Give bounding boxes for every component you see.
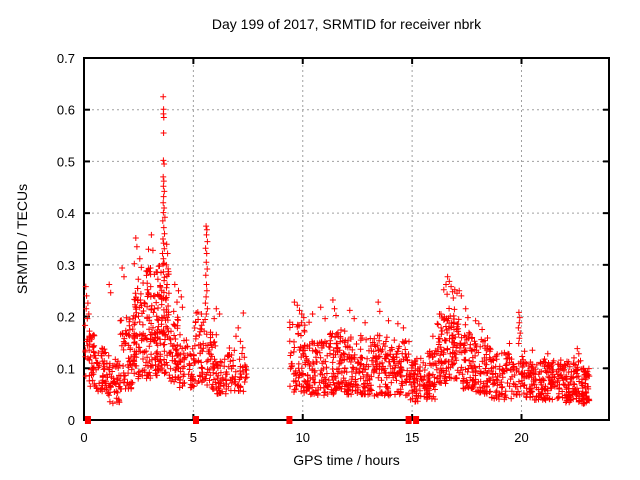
x-axis-title: GPS time / hours (293, 452, 400, 468)
plot-border (83, 57, 610, 421)
zero-value-marker (84, 416, 91, 424)
y-tick-label: 0.6 (57, 103, 75, 118)
y-tick-label: 0 (68, 413, 75, 428)
y-tick-label: 0.4 (57, 206, 75, 221)
zero-value-marker (413, 416, 420, 424)
zero-value-marker (405, 416, 412, 424)
y-tick-label: 0.1 (57, 361, 75, 376)
x-tick-label: 15 (405, 430, 419, 445)
zero-value-marker (193, 416, 199, 424)
y-tick-label: 0.3 (57, 258, 75, 273)
chart-title: Day 199 of 2017, SRMTID for receiver nbr… (211, 16, 482, 32)
x-tick-label: 0 (80, 430, 87, 445)
x-tick-label: 10 (296, 430, 310, 445)
scatter-points (82, 93, 593, 407)
y-tick-label: 0.7 (57, 51, 75, 66)
zero-value-marker (286, 416, 293, 424)
x-tick-label: 20 (514, 430, 528, 445)
y-tick-label: 0.5 (57, 154, 75, 169)
x-tick-label: 5 (190, 430, 197, 445)
y-tick-label: 0.2 (57, 310, 75, 325)
